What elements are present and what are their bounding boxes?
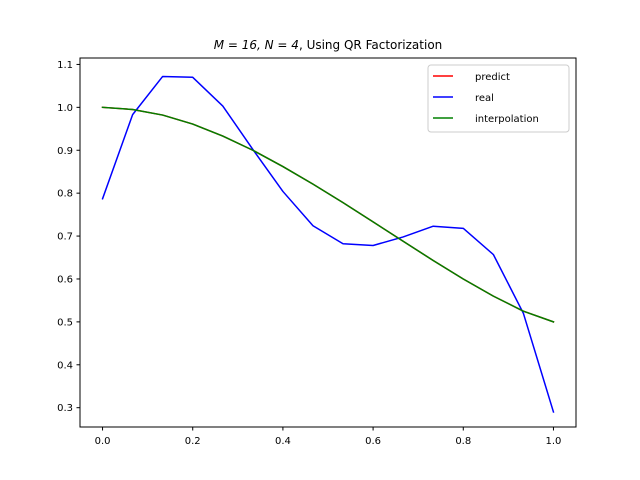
y-tick-label: 0.7	[57, 232, 73, 243]
y-tick-label: 0.5	[57, 317, 73, 328]
chart-title-math: M = 16, N = 4	[214, 38, 299, 52]
legend-label-interpolation: interpolation	[475, 114, 539, 125]
y-tick-label: 0.9	[57, 146, 73, 157]
y-tick-label: 0.3	[57, 403, 73, 414]
legend-label-real: real	[475, 93, 494, 104]
legend-label-predict: predict	[475, 72, 510, 83]
series-line-interpolation	[101, 106, 555, 323]
y-tick-label: 0.4	[57, 360, 73, 371]
legend-box	[427, 64, 570, 133]
y-tick-label: 0.8	[57, 189, 73, 200]
series-line-real	[101, 75, 555, 413]
x-tick-label: 0.6	[365, 436, 381, 447]
legend: predict real interpolation	[427, 64, 570, 133]
chart-title: M = 16, N = 4, Using QR Factorization	[214, 38, 443, 52]
x-tick-label: 0.4	[275, 436, 291, 447]
x-tick-label: 0.8	[455, 436, 471, 447]
x-tick-label: 0.0	[95, 436, 111, 447]
y-tick-label: 1.1	[57, 60, 73, 71]
y-tick-label: 1.0	[57, 103, 73, 114]
y-tick-label: 0.6	[57, 274, 73, 285]
x-tick-label: 1.0	[546, 436, 562, 447]
chart-title-text: , Using QR Factorization	[299, 38, 442, 52]
x-tick-label: 0.2	[185, 436, 201, 447]
y-axis-ticks: 0.3 0.4 0.5 0.6 0.7 0.8 0.9 1.0 1.1	[57, 60, 80, 414]
plot-frame	[79, 57, 577, 428]
x-axis-ticks: 0.0 0.2 0.4 0.6 0.8 1.0	[95, 427, 562, 447]
plot-lines	[101, 75, 555, 413]
